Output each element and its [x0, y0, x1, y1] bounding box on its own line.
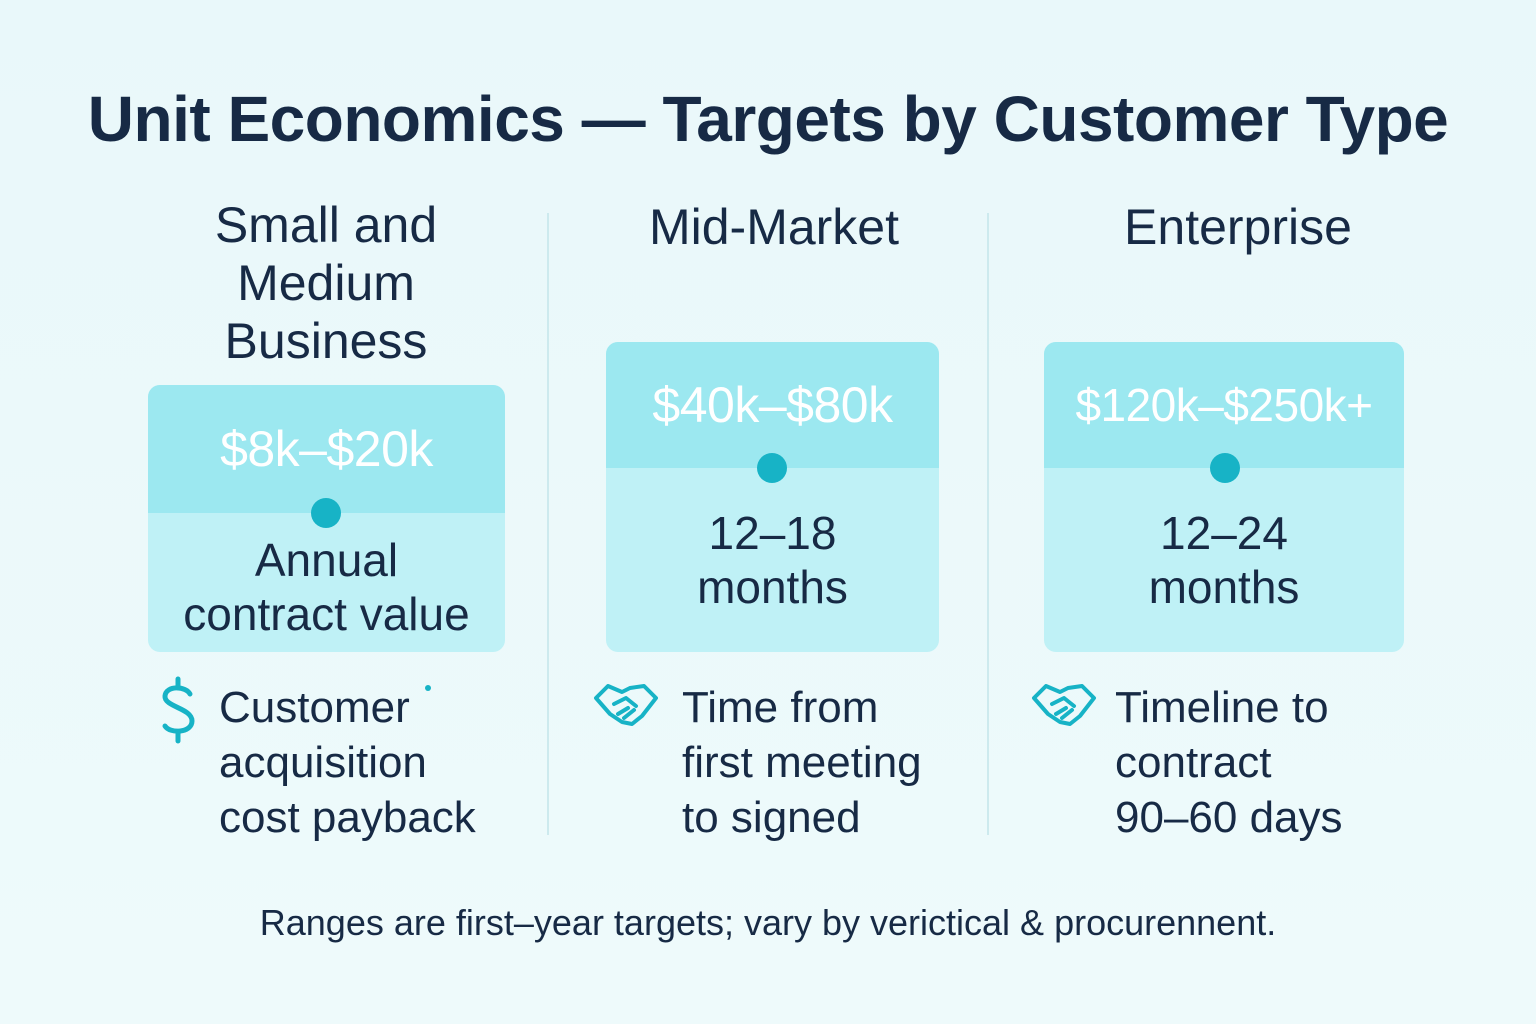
card-body-line: 12–24 — [1044, 506, 1404, 560]
heading-line: Mid-Market — [596, 198, 952, 256]
card-dot — [1210, 453, 1240, 483]
dollar-icon — [156, 676, 202, 746]
heading-line: Small and — [148, 196, 504, 254]
caption-line: 90–60 days — [1115, 790, 1343, 845]
column-heading: Mid-Market — [596, 198, 952, 256]
handshake-icon — [592, 680, 660, 732]
caption-line: first meeting — [682, 735, 922, 790]
card-dot — [757, 453, 787, 483]
column-heading: Enterprise — [1060, 198, 1416, 256]
heading-line: Enterprise — [1060, 198, 1416, 256]
caption-line: acquisition — [219, 735, 476, 790]
card-value: $8k–$20k — [148, 385, 505, 513]
caption-line: Timeline to — [1115, 680, 1343, 735]
caption-line: Customer — [219, 680, 476, 735]
card-body-line: contract value — [148, 587, 505, 641]
card-body: Annual contract value — [148, 533, 505, 641]
card-caption: Time from first meeting to signed — [682, 680, 922, 845]
column-divider — [547, 213, 549, 835]
card-body: 12–18 months — [606, 506, 939, 614]
card-caption: Customer acquisition cost payback — [219, 680, 476, 845]
column-heading: Small and Medium Business — [148, 196, 504, 370]
card-body-line: months — [1044, 560, 1404, 614]
card-dot — [311, 498, 341, 528]
heading-line: Medium — [148, 254, 504, 312]
heading-line: Business — [148, 312, 504, 370]
card-body-line: 12–18 — [606, 506, 939, 560]
caption-line: to signed — [682, 790, 922, 845]
handshake-icon — [1030, 680, 1098, 732]
card-value: $40k–$80k — [606, 342, 939, 468]
card-value: $120k–$250k+ — [1044, 342, 1404, 468]
column-divider — [987, 213, 989, 835]
caption-line: Time from — [682, 680, 922, 735]
card-body-line: months — [606, 560, 939, 614]
card-body: 12–24 months — [1044, 506, 1404, 614]
caption-line: contract — [1115, 735, 1343, 790]
metric-card: $40k–$80k 12–18 months — [606, 342, 939, 652]
caption-line: cost payback — [219, 790, 476, 845]
metric-card: $8k–$20k Annual contract value — [148, 385, 505, 652]
metric-card: $120k–$250k+ 12–24 months — [1044, 342, 1404, 652]
card-body-line: Annual — [148, 533, 505, 587]
footnote: Ranges are first–year targets; vary by v… — [0, 902, 1536, 944]
page-title: Unit Economics — Targets by Customer Typ… — [0, 82, 1536, 156]
card-caption: Timeline to contract 90–60 days — [1115, 680, 1343, 845]
